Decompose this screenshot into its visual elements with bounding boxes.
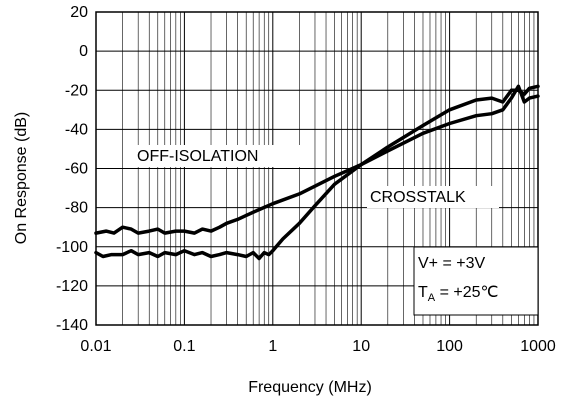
x-tick-label: 10: [352, 338, 370, 355]
x-tick-label: 0.1: [173, 338, 195, 355]
x-tick-label: 1000: [520, 338, 556, 355]
tick-labels: 0.01 0.1 1 10 100 1000 20 0 -20 -40 -60 -80 -100 -120…: [56, 4, 556, 355]
series-line-off-isolation: [94, 84, 540, 235]
y-tick-label: -100: [56, 239, 88, 256]
x-tick-label: 0.01: [80, 338, 111, 355]
y-tick-label: -80: [65, 200, 88, 217]
y-tick-label: 20: [70, 4, 88, 21]
x-tick-label: 1: [268, 338, 277, 355]
x-tick-label: 100: [436, 338, 463, 355]
x-axis-label: Frequency (MHz): [248, 379, 372, 396]
y-tick-label: -60: [65, 161, 88, 178]
conditions-box: [413, 246, 539, 316]
off-isolation-label: OFF-ISOLATION: [137, 148, 258, 165]
temperature-label: TA = +25℃: [418, 284, 498, 304]
y-tick-label: -40: [65, 121, 88, 138]
y-tick-label: 0: [79, 43, 88, 60]
series-layer: [94, 84, 540, 261]
plot-frame: [95, 11, 539, 326]
y-tick-label: -120: [56, 278, 88, 295]
crosstalk-label: CROSSTALK: [370, 189, 466, 206]
off-isolation-label-bg: [133, 145, 301, 167]
crosstalk-label-bg: [367, 186, 499, 208]
y-axis-label: On Response (dB): [13, 112, 30, 245]
series-line-crosstalk: [94, 84, 540, 261]
y-tick-label: -20: [65, 82, 88, 99]
y-tick-label: -140: [56, 317, 88, 334]
supply-voltage-label: V+ = +3V: [418, 255, 485, 272]
